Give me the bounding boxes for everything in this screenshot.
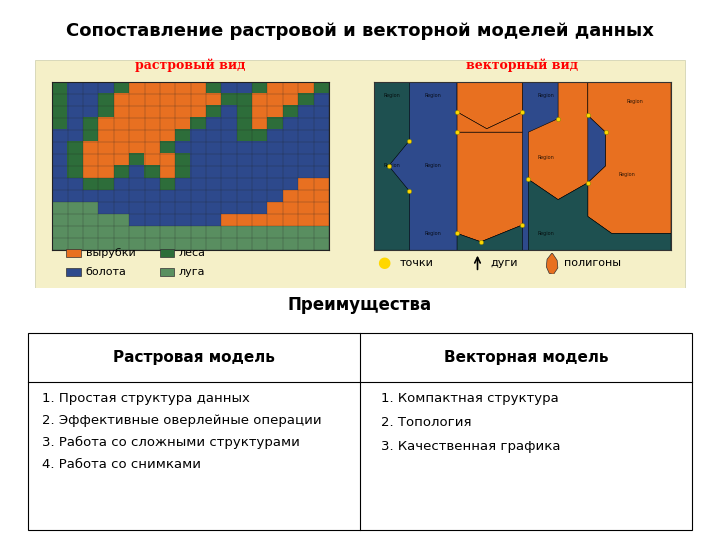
Text: Region: Region [383, 92, 400, 98]
Point [383, 161, 395, 170]
Point [517, 221, 528, 230]
Point [451, 229, 463, 238]
Text: леса: леса [179, 248, 206, 258]
Text: Векторная модель: Векторная модель [444, 350, 608, 365]
Point [552, 114, 564, 123]
Text: Region: Region [538, 92, 554, 98]
Text: Region: Region [538, 231, 554, 236]
Text: Преимущества: Преимущества [288, 296, 432, 314]
Polygon shape [374, 179, 671, 250]
Point [600, 128, 611, 137]
Point [475, 238, 487, 246]
Point [517, 107, 528, 116]
Text: векторный вид: векторный вид [467, 58, 578, 72]
Polygon shape [588, 82, 671, 233]
Point [523, 175, 534, 184]
Bar [35, 60, 685, 288]
Text: болота: болота [86, 267, 127, 277]
Text: Region: Region [538, 155, 554, 160]
Text: Region: Region [425, 92, 441, 98]
Text: точки: точки [400, 258, 434, 267]
Polygon shape [374, 82, 410, 250]
Text: ●: ● [377, 255, 391, 270]
Polygon shape [457, 112, 523, 132]
Text: полигоны: полигоны [564, 258, 621, 267]
Point [404, 187, 415, 195]
Text: Region: Region [627, 99, 644, 104]
Text: Region: Region [618, 172, 635, 177]
Polygon shape [528, 82, 588, 200]
Text: луга: луга [179, 267, 205, 277]
Polygon shape [457, 132, 523, 242]
Polygon shape [457, 82, 523, 129]
Polygon shape [546, 253, 558, 274]
Text: Region: Region [425, 231, 441, 236]
Text: вырубки: вырубки [86, 248, 135, 258]
Text: дуги: дуги [490, 258, 518, 267]
Text: 1. Простая структура данных
2. Эффективные оверлейные операции
3. Работа со слож: 1. Простая структура данных 2. Эффективн… [42, 392, 322, 471]
Text: Растровая модель: Растровая модель [113, 350, 275, 365]
Point [404, 136, 415, 145]
Text: Region: Region [383, 164, 400, 168]
Point [582, 111, 593, 119]
Text: 1. Компактная структура
2. Топология
3. Качественная графика: 1. Компактная структура 2. Топология 3. … [381, 392, 560, 453]
Polygon shape [457, 82, 523, 129]
Bar [28, 333, 692, 530]
Text: растровый вид: растровый вид [135, 58, 246, 72]
Text: Сопоставление растровой и векторной моделей данных: Сопоставление растровой и векторной моде… [66, 22, 654, 39]
Point [582, 178, 593, 187]
Text: Region: Region [425, 164, 441, 168]
Point [451, 107, 463, 116]
Polygon shape [588, 82, 671, 233]
Point [451, 128, 463, 137]
